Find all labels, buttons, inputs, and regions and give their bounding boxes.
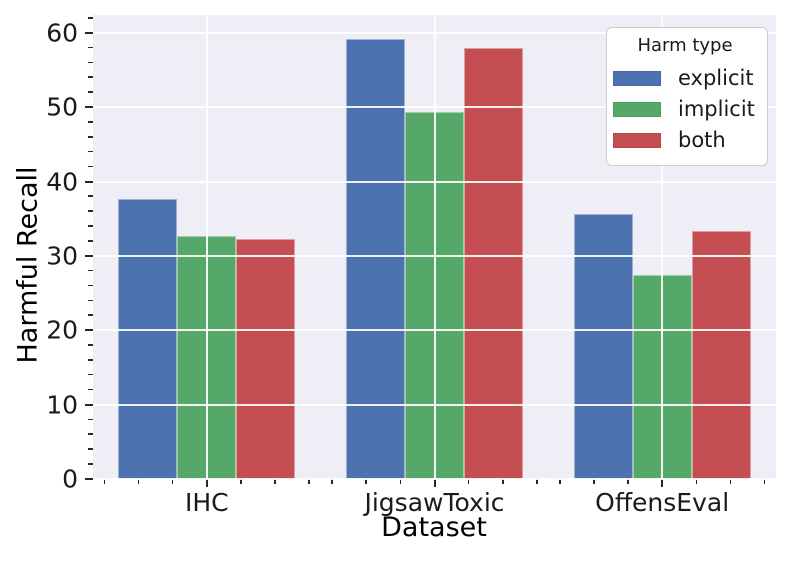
x-tick-label-jigsawtoxic: JigsawToxic (364, 488, 505, 517)
x-tick-minor (137, 479, 140, 484)
legend-label-explicit: explicit (678, 66, 754, 90)
y-tick-label: 50 (46, 92, 78, 122)
x-tick-minor (695, 479, 698, 484)
y-tick-label: 40 (46, 167, 78, 197)
x-tick-major (661, 479, 664, 487)
x-tick-minor (593, 479, 595, 484)
bar-explicit-offenseval (573, 214, 633, 479)
y-tick-minor (88, 91, 93, 93)
x-tick-label-ihc: IHC (185, 488, 229, 517)
y-tick-minor (88, 433, 93, 435)
y-tick-minor (88, 373, 93, 376)
x-tick-minor (240, 479, 242, 484)
y-tick-label: 10 (46, 390, 78, 420)
legend-items: explicit implicit both (613, 63, 757, 156)
y-tick-minor (88, 121, 93, 123)
y-tick-minor (88, 359, 93, 361)
y-tick-major (85, 403, 93, 406)
y-tick-minor (88, 225, 93, 227)
y-tick-major (85, 180, 93, 183)
x-tick-minor (103, 479, 106, 484)
legend-swatch-both (613, 133, 661, 148)
y-tick-major (85, 329, 93, 332)
bar-both-offenseval (691, 231, 751, 479)
y-tick-minor (88, 344, 93, 346)
y-tick-minor (88, 448, 93, 450)
x-tick-minor (331, 479, 333, 484)
legend-entry-explicit: explicit (613, 63, 757, 94)
legend-title: Harm type (637, 35, 733, 56)
x-tick-minor (627, 479, 629, 484)
bar-implicit-jigsawtoxic (405, 111, 464, 479)
legend-entry-both: both (613, 125, 757, 156)
y-tick-label: 0 (62, 464, 78, 494)
y-tick-minor (88, 165, 93, 168)
y-tick-label: 30 (46, 241, 78, 271)
bar-both-jigsawtoxic (464, 48, 523, 479)
plot-area: Harm type explicit implicit both 0 10 20 30 40… (46, 15, 776, 517)
x-tick-minor (467, 479, 470, 484)
y-tick-label: 60 (46, 18, 78, 48)
x-tick-minor (274, 479, 276, 484)
y-tick-minor (88, 240, 93, 242)
y-tick-major (85, 478, 93, 480)
y-tick-minor (88, 314, 93, 316)
y-tick-minor (88, 463, 93, 465)
bar-both-ihc (236, 238, 296, 479)
legend-swatch-explicit (613, 71, 661, 86)
y-tick-minor (88, 418, 93, 421)
y-tick-minor (88, 210, 93, 212)
y-tick-minor (88, 269, 93, 272)
y-tick-minor (88, 76, 93, 79)
x-tick-minor (558, 479, 561, 484)
y-tick-minor (88, 284, 93, 287)
y-tick-minor (88, 299, 93, 302)
x-tick-major (205, 479, 208, 487)
bar-explicit-jigsawtoxic (346, 38, 405, 479)
x-axis-title: Dataset (381, 512, 487, 543)
x-tick-minor (763, 479, 766, 484)
x-tick-minor (365, 479, 367, 484)
x-tick-major (433, 479, 436, 487)
y-tick-minor (88, 388, 93, 391)
bar-implicit-ihc (177, 235, 237, 479)
x-tick-minor (171, 479, 174, 484)
legend: Harm type explicit implicit both (606, 27, 768, 166)
legend-entry-implicit: implicit (613, 94, 757, 125)
y-tick-minor (88, 46, 93, 49)
x-tick-label-offenseval: OffensEval (595, 488, 730, 517)
x-tick-minor (502, 479, 504, 484)
bar-explicit-ihc (118, 199, 178, 479)
y-tick-minor (88, 135, 93, 138)
y-tick-label: 20 (46, 315, 78, 345)
legend-label-implicit: implicit (678, 97, 755, 121)
x-tick-minor (399, 479, 402, 484)
y-tick-minor (88, 61, 93, 64)
y-tick-minor (88, 150, 93, 153)
legend-swatch-implicit (613, 102, 661, 117)
y-tick-major (85, 106, 93, 109)
y-tick-major (85, 31, 93, 34)
y-tick-minor (88, 16, 93, 19)
x-tick-minor (729, 479, 732, 484)
y-tick-major (85, 254, 93, 257)
x-tick-minor (536, 479, 538, 484)
legend-label-both: both (678, 128, 726, 152)
y-tick-minor (88, 195, 93, 198)
y-axis-title: Harmful Recall (12, 166, 44, 364)
x-tick-minor (308, 479, 311, 484)
bar-implicit-offenseval (632, 274, 692, 479)
